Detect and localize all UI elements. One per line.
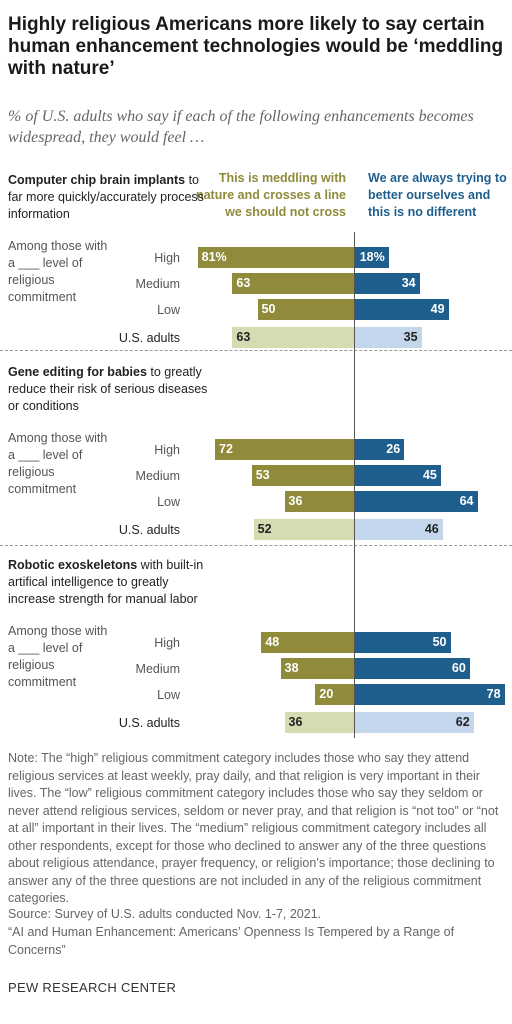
report-title: “AI and Human Enhancement: Americans’ Op… (8, 925, 455, 957)
bar-meddling (315, 684, 354, 705)
bar-better (354, 439, 405, 460)
group-label: Among those with a ___ level of religiou… (8, 624, 108, 689)
row-label: Low (157, 303, 180, 317)
section-title-rest: to far more quickly/accurately process i… (8, 173, 204, 221)
bar-meddling (280, 658, 354, 679)
section-title-rest: to greatly reduce their risk of serious … (8, 365, 208, 413)
chart-note: Note: The “high” religious commitment ca… (8, 751, 499, 905)
bar-better (354, 632, 451, 653)
chart-source: Source: Survey of U.S. adults conducted … (8, 907, 322, 921)
row-label: U.S. adults (118, 523, 180, 537)
data-label-better: 49 (430, 302, 445, 316)
data-label-better: 64 (459, 494, 474, 508)
legend-meddling: This is meddling with nature and crosses… (195, 171, 346, 219)
row-label: Medium (135, 277, 180, 291)
data-label-better: 34 (401, 276, 416, 290)
data-label-meddling: 63 (236, 276, 251, 290)
bar-better (354, 465, 441, 486)
row-label: High (154, 636, 180, 650)
data-label-better: 45 (422, 468, 437, 482)
data-label-better: 78 (486, 687, 501, 701)
data-label-better: 50 (432, 635, 447, 649)
chart-subtitle: % of U.S. adults who say if each of the … (8, 108, 474, 146)
data-label-meddling: 48 (265, 635, 280, 649)
section-title: Robotic exoskeletons with built-in artif… (8, 557, 208, 608)
data-label-meddling: 72 (219, 442, 233, 456)
bar-better (354, 273, 420, 294)
section-title-bold: Computer chip brain implants (8, 173, 186, 187)
group-label: Among those with a ___ level of religiou… (8, 431, 108, 496)
data-label-meddling: 36 (288, 494, 303, 508)
bar-meddling (215, 439, 354, 460)
section-title-rest: with built-in artifical intelligence to … (8, 558, 204, 606)
data-label-meddling: 81% (201, 250, 227, 264)
brand-logo-text: PEW RESEARCH CENTER (8, 980, 177, 995)
data-label-better: 62 (455, 715, 470, 729)
bar-meddling (232, 327, 354, 348)
bar-meddling (251, 465, 354, 486)
bar-meddling (257, 299, 354, 320)
bar-better (354, 299, 449, 320)
data-label-better: 18% (359, 250, 385, 264)
section-title: Gene editing for babies to greatly reduc… (8, 364, 208, 415)
row-label: High (154, 443, 180, 457)
row-label: U.S. adults (118, 716, 180, 730)
bar-better (354, 712, 474, 733)
bar-better (354, 658, 470, 679)
bar-better (354, 519, 443, 540)
section-title-bold: Robotic exoskeletons (8, 558, 138, 572)
bar-meddling (197, 247, 354, 268)
data-label-meddling: 52 (257, 522, 272, 536)
row-label: Low (157, 495, 180, 509)
bar-meddling (232, 273, 354, 294)
bar-meddling (284, 712, 354, 733)
group-label: Among those with a ___ level of religiou… (8, 239, 108, 304)
chart-title: Highly religious Americans more likely t… (8, 14, 504, 79)
row-label: High (154, 251, 180, 265)
row-label: Medium (135, 662, 180, 676)
data-label-meddling: 50 (261, 302, 276, 316)
row-label: U.S. adults (118, 331, 180, 345)
bar-better (354, 684, 505, 705)
bar-better (354, 327, 422, 348)
legend-better: We are always trying to better ourselves… (368, 171, 507, 219)
data-label-better: 26 (386, 442, 401, 456)
data-label-better: 60 (451, 661, 466, 675)
data-label-meddling: 63 (236, 330, 251, 344)
data-label-better: 46 (424, 522, 439, 536)
row-label: Low (157, 688, 180, 702)
section-title: Computer chip brain implants to far more… (8, 172, 208, 223)
bar-meddling (261, 632, 354, 653)
row-label: Medium (135, 469, 180, 483)
section-divider (0, 350, 512, 351)
section-divider (0, 545, 512, 546)
data-label-meddling: 20 (319, 687, 334, 701)
center-axis-line (354, 232, 355, 738)
bar-meddling (284, 491, 354, 512)
section-title-bold: Gene editing for babies (8, 365, 147, 379)
data-label-meddling: 38 (284, 661, 299, 675)
data-label-meddling: 36 (288, 715, 303, 729)
bar-better (354, 247, 389, 268)
bar-better (354, 491, 478, 512)
data-label-meddling: 53 (255, 468, 270, 482)
data-label-better: 35 (403, 330, 418, 344)
bar-meddling (253, 519, 354, 540)
